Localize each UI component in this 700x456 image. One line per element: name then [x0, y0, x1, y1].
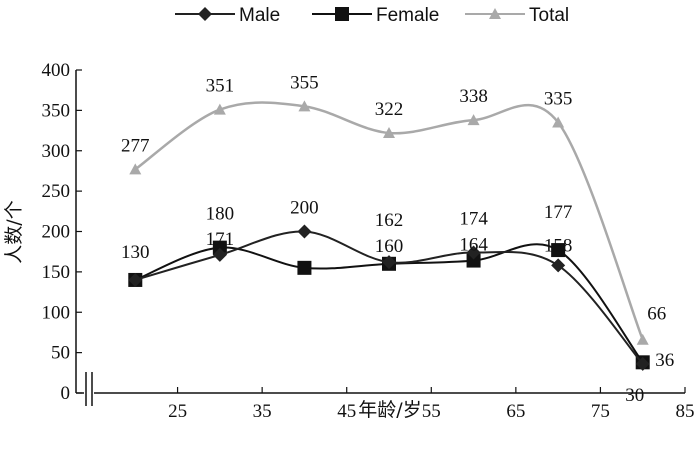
legend-item-total: Total [465, 5, 569, 26]
data-label: 36 [655, 350, 674, 371]
series-male [128, 224, 650, 371]
y-tick-label: 0 [61, 383, 71, 404]
data-label: 66 [647, 304, 666, 325]
point-total [129, 163, 142, 175]
point-female [212, 240, 227, 255]
data-label: 322 [375, 99, 404, 120]
x-tick-label: 55 [422, 401, 441, 422]
legend-item-female: Female [312, 5, 439, 26]
series-layer [128, 100, 650, 371]
point-male [382, 255, 396, 270]
y-axis-label: 人数/个 [3, 200, 25, 263]
y-tick-label: 200 [42, 222, 71, 243]
data-label: 130 [121, 242, 150, 263]
point-female [551, 243, 566, 258]
legend: Male Female Total [175, 5, 569, 26]
point-total [383, 126, 395, 138]
x-tick-label: 25 [168, 401, 187, 422]
y-tick-label: 250 [42, 181, 71, 202]
axes: 0 50 100 150 200 250 300 350 400 25 35 45 55 65 75 85 [42, 60, 695, 422]
point-female [466, 253, 481, 268]
legend-marker-male [198, 7, 212, 21]
legend-marker-total [489, 8, 501, 19]
legend-item-male: Male [175, 5, 280, 26]
data-label: 277 [121, 135, 150, 156]
x-tick-label: 85 [676, 401, 695, 422]
data-label: 162 [375, 210, 404, 231]
data-label: 177 [544, 202, 573, 223]
point-male [212, 247, 227, 262]
data-labels: 277 351 355 322 338 335 66 130 180 171 200 162 160 17… [121, 72, 674, 405]
x-tick-label: 45 [337, 401, 356, 422]
point-total [467, 114, 480, 126]
data-label: 171 [206, 229, 235, 250]
legend-label-female: Female [376, 5, 439, 26]
x-tick-label: 65 [506, 401, 525, 422]
x-tick-label: 75 [591, 401, 610, 422]
x-tick-label: 35 [253, 401, 272, 422]
y-tick-label: 350 [42, 100, 71, 121]
point-male [551, 258, 566, 273]
point-total [213, 103, 226, 115]
data-label: 30 [625, 385, 644, 406]
data-label: 200 [290, 198, 319, 219]
data-label: 158 [544, 235, 573, 256]
point-male [466, 245, 481, 260]
data-label: 164 [459, 235, 488, 256]
y-tick-label: 150 [42, 262, 71, 283]
legend-label-male: Male [239, 5, 280, 26]
x-axis-label: 年龄/岁 [358, 399, 421, 421]
y-tick-label: 50 [51, 343, 70, 364]
point-female [297, 260, 312, 275]
data-label: 160 [375, 236, 404, 257]
y-tick-label: 300 [42, 141, 71, 162]
y-tick-label: 400 [42, 60, 71, 81]
series-total [129, 100, 649, 345]
point-total [552, 116, 565, 128]
axis-break-mark [84, 372, 94, 406]
data-label: 351 [206, 76, 235, 97]
point-male [128, 272, 143, 287]
data-label: 338 [459, 86, 488, 107]
data-label: 335 [544, 88, 573, 109]
legend-marker-female [335, 7, 349, 21]
y-tick-label: 100 [42, 302, 71, 323]
data-label: 180 [206, 204, 235, 225]
data-label: 355 [290, 72, 319, 93]
point-male [635, 356, 650, 371]
data-label: 174 [459, 208, 488, 229]
point-male [297, 224, 312, 239]
point-total [636, 333, 649, 345]
legend-label-total: Total [529, 5, 569, 26]
point-total [298, 100, 311, 112]
